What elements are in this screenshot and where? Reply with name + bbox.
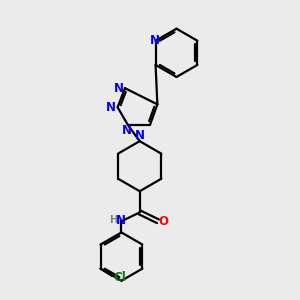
Text: O: O [158, 215, 168, 228]
Text: N: N [135, 129, 145, 142]
Text: N: N [150, 34, 160, 47]
Text: Cl: Cl [113, 271, 126, 284]
Text: N: N [113, 82, 124, 95]
Text: N: N [106, 101, 116, 114]
Text: N: N [122, 124, 131, 137]
Text: H: H [109, 215, 117, 225]
Text: N: N [116, 214, 126, 226]
